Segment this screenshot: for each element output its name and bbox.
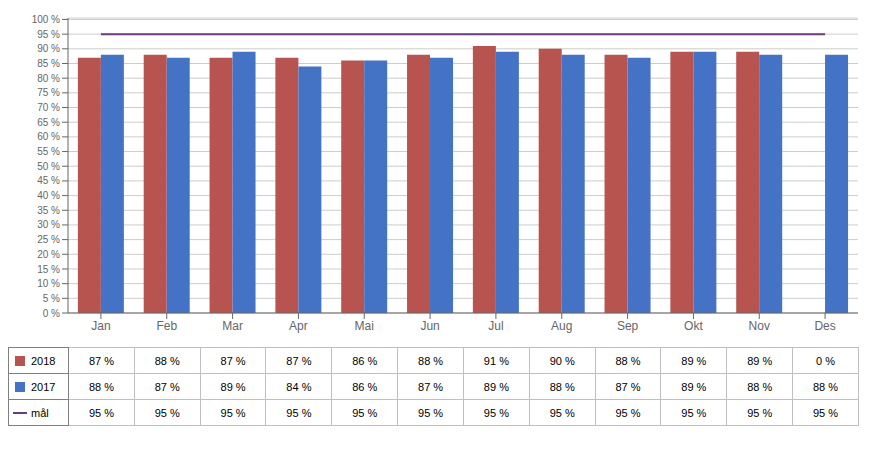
svg-text:75 %: 75 % [37, 87, 60, 98]
html-text:89 %: 89 % [681, 380, 707, 393]
html-text:89 %: 89 % [747, 354, 773, 367]
html-text:87 %: 87 % [418, 380, 444, 393]
svg-text:65 %: 65 % [37, 117, 60, 128]
svg-text:85 %: 85 % [37, 58, 60, 69]
html-text:88 %: 88 % [747, 380, 773, 393]
svg-text:Okt: Okt [684, 319, 703, 333]
html-text:95 %: 95 % [615, 406, 641, 419]
svg-text:Sep: Sep [617, 319, 639, 333]
html-text:88 %: 88 % [418, 354, 444, 367]
html-text:95 %: 95 % [286, 406, 312, 419]
html-text:88 %: 88 % [813, 380, 839, 393]
html-text:95 %: 95 % [154, 406, 180, 419]
html-text:95 %: 95 % [418, 406, 444, 419]
svg-text:70 %: 70 % [37, 102, 60, 113]
html-text:0 %: 0 % [816, 354, 835, 367]
html-text:95 %: 95 % [549, 406, 575, 419]
html-text:84 %: 84 % [286, 380, 312, 393]
svg-text:10 %: 10 % [37, 278, 60, 289]
html-text:87 %: 87 % [88, 354, 114, 367]
svg-text:Mai: Mai [355, 319, 374, 333]
html-text:95 %: 95 % [813, 406, 839, 419]
html-text:2018: 2018 [31, 355, 56, 367]
svg-text:45 %: 45 % [37, 175, 60, 186]
svg-text:Jun: Jun [420, 319, 439, 333]
html-text:89 %: 89 % [681, 354, 707, 367]
html-text:88 %: 88 % [615, 354, 641, 367]
html-text:95 %: 95 % [88, 406, 114, 419]
html-text:87 %: 87 % [615, 380, 641, 393]
svg-text:5 %: 5 % [43, 293, 60, 304]
svg-text:0 %: 0 % [43, 308, 60, 319]
html-text:90 %: 90 % [549, 354, 575, 367]
html-text:95 %: 95 % [352, 406, 378, 419]
svg-text:20 %: 20 % [37, 249, 60, 260]
html-text:88 %: 88 % [88, 380, 114, 393]
svg-text:15 %: 15 % [37, 264, 60, 275]
svg-text:30 %: 30 % [37, 219, 60, 230]
html-text:89 %: 89 % [220, 380, 246, 393]
html-text:89 %: 89 % [483, 380, 509, 393]
svg-text:90 %: 90 % [37, 43, 60, 54]
svg-text:40 %: 40 % [37, 190, 60, 201]
html-text:87 %: 87 % [220, 354, 246, 367]
svg-text:55 %: 55 % [37, 146, 60, 157]
html-text:95 %: 95 % [220, 406, 246, 419]
html-text:88 %: 88 % [154, 354, 180, 367]
svg-text:80 %: 80 % [37, 73, 60, 84]
svg-text:60 %: 60 % [37, 131, 60, 142]
html-text:95 %: 95 % [483, 406, 509, 419]
svg-text:35 %: 35 % [37, 205, 60, 216]
svg-text:Aug: Aug [551, 319, 572, 333]
svg-text:50 %: 50 % [37, 161, 60, 172]
svg-text:95 %: 95 % [37, 29, 60, 40]
html-text:86 %: 86 % [352, 354, 378, 367]
svg-text:25 %: 25 % [37, 234, 60, 245]
html-text:87 %: 87 % [286, 354, 312, 367]
html-text:87 %: 87 % [154, 380, 180, 393]
html-text:86 %: 86 % [352, 380, 378, 393]
html-text:95 %: 95 % [681, 406, 707, 419]
html-text:mål: mål [31, 407, 49, 419]
svg-text:Jul: Jul [488, 319, 503, 333]
html-text:2017: 2017 [31, 381, 56, 393]
svg-text:Feb: Feb [156, 319, 177, 333]
svg-text:Apr: Apr [289, 319, 308, 333]
svg-text:100 %: 100 % [32, 14, 60, 25]
svg-text:Jan: Jan [91, 319, 110, 333]
svg-text:Des: Des [814, 319, 835, 333]
svg-text:Mar: Mar [222, 319, 243, 333]
html-text:88 %: 88 % [549, 380, 575, 393]
html-text:95 %: 95 % [747, 406, 773, 419]
svg-text:Nov: Nov [749, 319, 770, 333]
html-text:91 %: 91 % [483, 354, 509, 367]
